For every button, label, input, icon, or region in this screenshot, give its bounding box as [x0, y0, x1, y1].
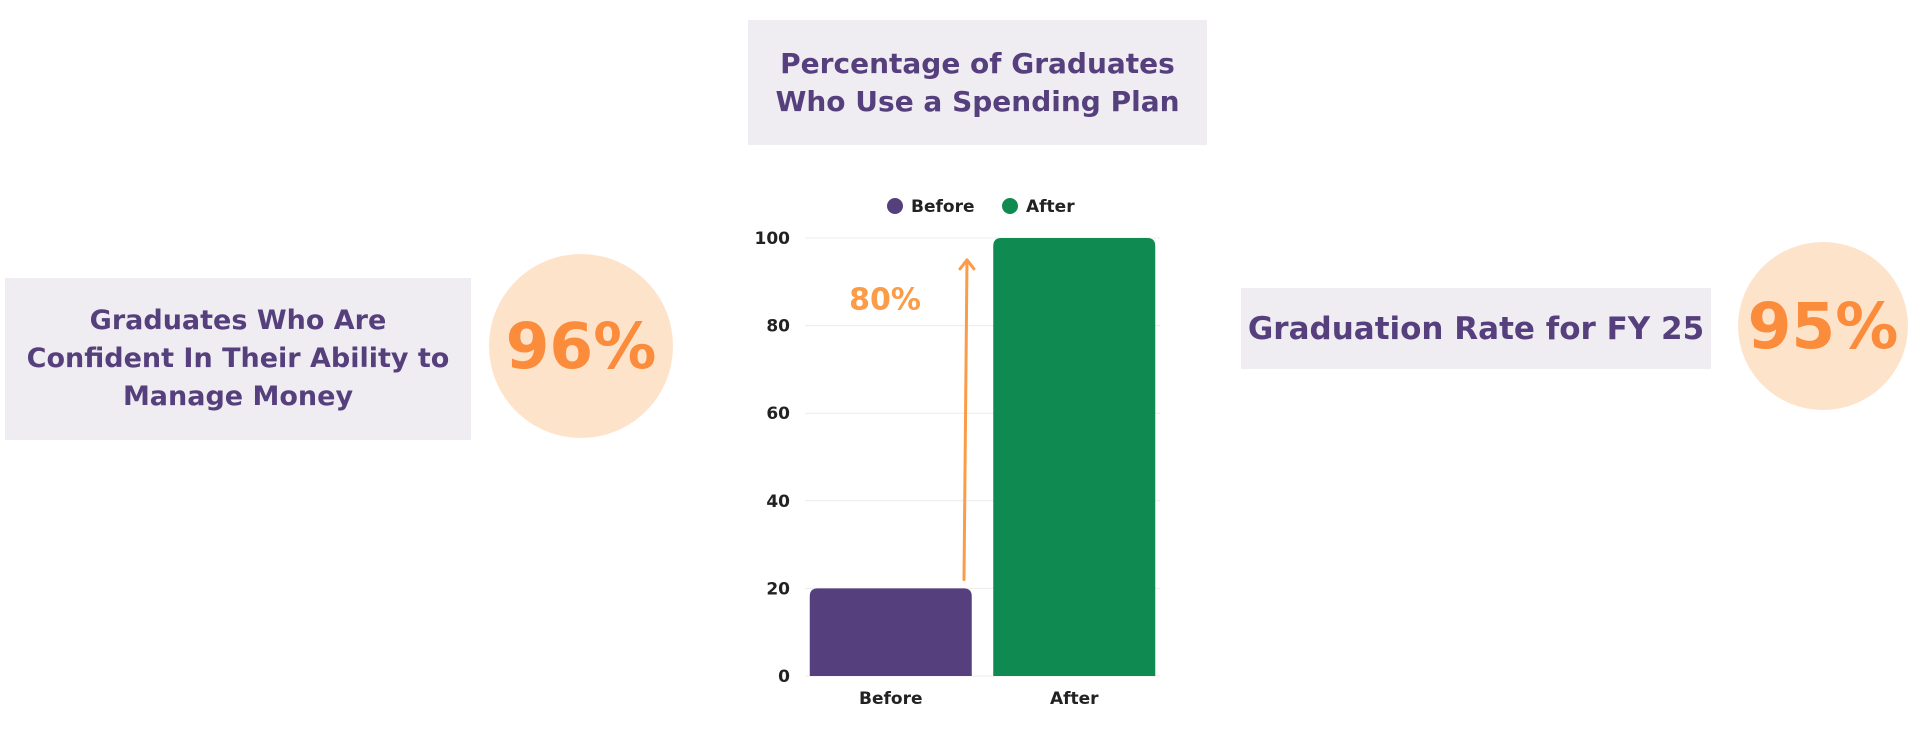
chart-title-panel: Percentage of Graduates Who Use a Spendi…: [748, 20, 1207, 145]
y-tick-label: 80: [766, 317, 790, 337]
graduation-rate-value: 95%: [1747, 289, 1899, 363]
annotation-label: 80%: [849, 283, 921, 318]
y-tick-label: 40: [766, 492, 790, 512]
confidence-stat-panel: Graduates Who Are Confident In Their Abi…: [5, 278, 471, 440]
graduation-rate-label: Graduation Rate for FY 25: [1247, 310, 1705, 347]
annotation-arrow: [962, 258, 969, 582]
y-tick-label: 100: [755, 229, 791, 249]
confidence-stat-value: 96%: [505, 309, 657, 383]
spending-plan-chart: 0 20 40 60 80 100 Before After Before After 80%: [755, 197, 1160, 709]
annotation-arrowhead: [958, 258, 976, 271]
graduation-rate-panel: Graduation Rate for FY 25: [1241, 288, 1711, 369]
y-tick-label: 60: [766, 404, 790, 424]
legend-label-after: After: [1026, 197, 1075, 217]
legend-label-before: Before: [911, 197, 974, 217]
confidence-stat-circle: 96%: [489, 254, 673, 438]
chart-title: Percentage of Graduates Who Use a Spendi…: [775, 46, 1180, 118]
y-tick-label: 20: [766, 579, 790, 599]
graduation-rate-circle: 95%: [1738, 242, 1908, 410]
x-tick-label: After: [1050, 689, 1099, 709]
x-tick-label: Before: [859, 689, 922, 709]
legend-marker-after: [1002, 198, 1018, 214]
legend-marker-before: [887, 198, 903, 214]
confidence-stat-label: Graduates Who Are Confident In Their Abi…: [26, 305, 450, 412]
bar-before: [809, 588, 972, 676]
y-tick-label: 0: [778, 667, 790, 687]
bar-after: [993, 238, 1156, 676]
